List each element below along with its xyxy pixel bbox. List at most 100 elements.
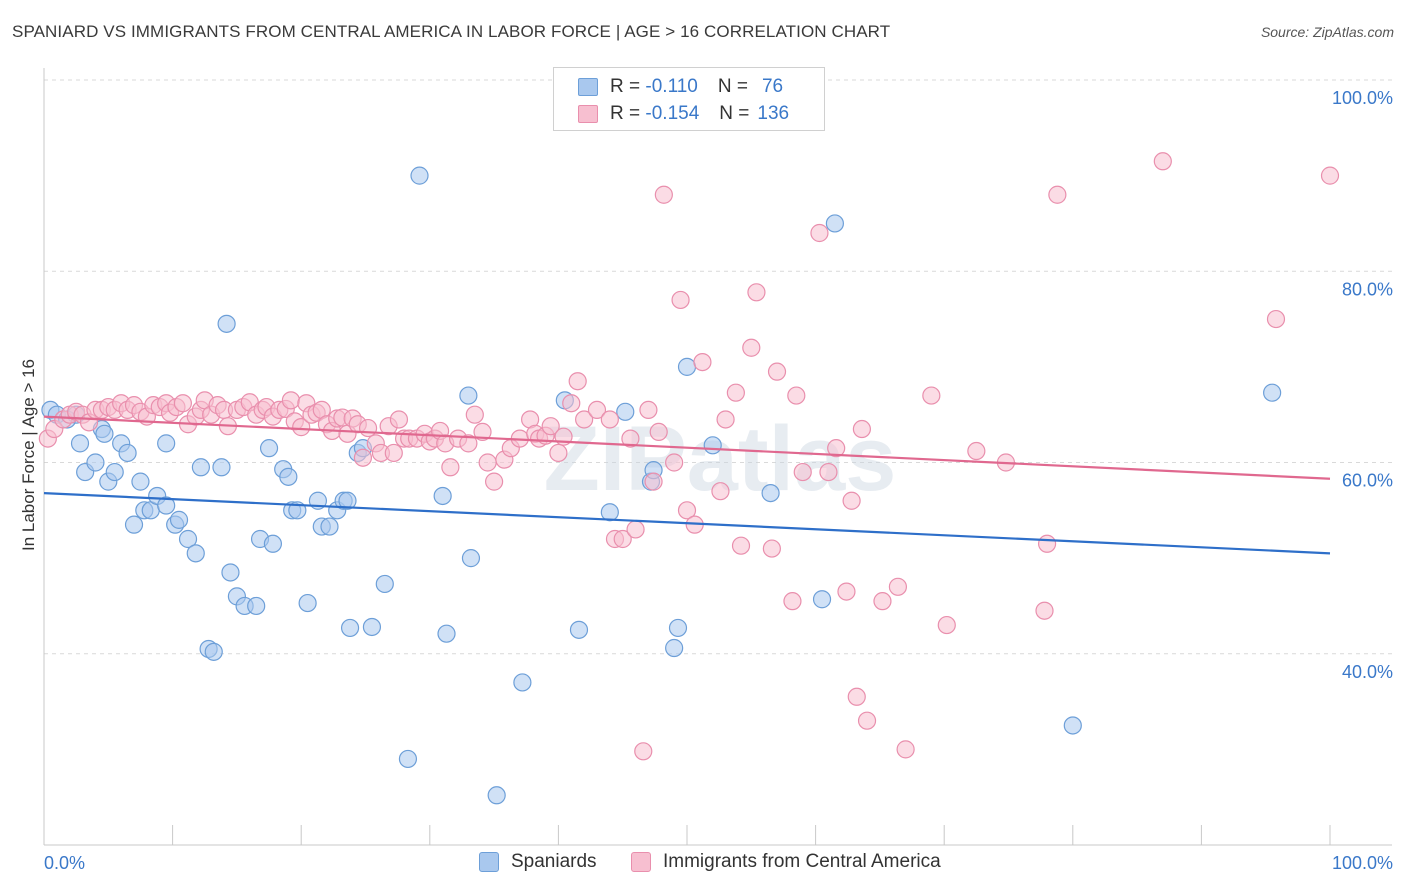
immigrant-point xyxy=(837,582,856,601)
spaniard-point xyxy=(338,491,357,510)
series-spaniards xyxy=(41,166,1282,805)
immigrant-point xyxy=(654,185,673,204)
r-label: R = xyxy=(610,103,641,124)
spaniard-point xyxy=(398,749,418,769)
r-value: -0.110 xyxy=(645,76,698,97)
immigrant-point xyxy=(621,429,640,448)
immigrant-point xyxy=(358,418,378,438)
n-label: N = xyxy=(717,76,748,97)
immigrant-point xyxy=(562,394,581,413)
y-tick-label: 80.0% xyxy=(1342,279,1393,299)
chart-title: SPANIARD VS IMMIGRANTS FROM CENTRAL AMER… xyxy=(12,22,891,41)
immigrant-point xyxy=(783,592,802,611)
spaniard-point xyxy=(410,166,429,185)
immigrant-point xyxy=(541,417,560,436)
immigrant-point xyxy=(459,434,478,453)
immigrant-point xyxy=(649,422,668,441)
spaniard-point xyxy=(86,453,105,472)
immigrant-point xyxy=(639,400,658,420)
spaniard-point xyxy=(513,673,532,692)
immigrant-point xyxy=(384,443,403,463)
trend-lines xyxy=(43,415,1331,555)
immigrant-point xyxy=(613,529,632,549)
immigrant-point xyxy=(819,462,838,482)
spaniard-point xyxy=(761,484,780,503)
immigrant-point xyxy=(693,352,712,372)
immigrant-point xyxy=(767,362,787,381)
immigrant-point xyxy=(353,448,373,467)
pink-swatch xyxy=(631,852,651,872)
immigrant-point xyxy=(747,283,766,302)
spaniard-point xyxy=(340,618,360,638)
spaniard-point xyxy=(825,214,844,233)
axes xyxy=(43,68,1392,846)
spaniard-point xyxy=(375,574,394,594)
spaniard-point xyxy=(279,467,298,486)
spaniard-point xyxy=(178,529,198,549)
blue-swatch xyxy=(479,852,499,872)
spaniard-point xyxy=(247,596,266,616)
spaniard-point xyxy=(212,458,231,477)
immigrant-point xyxy=(389,410,409,429)
immigrant-point xyxy=(473,422,492,441)
spaniard-point xyxy=(169,510,189,529)
spaniard-point xyxy=(600,503,619,522)
immigrant-point xyxy=(634,742,653,761)
immigrant-point xyxy=(873,592,892,611)
x-tick-label: 0.0% xyxy=(44,853,85,873)
stats-legend: R = -0.110 N = 76 R = -0.154 N = 136 xyxy=(553,67,825,131)
gridlines xyxy=(44,79,1392,655)
legend-item-immigrants[interactable]: Immigrants from Central America xyxy=(631,851,941,873)
immigrant-point xyxy=(888,577,908,596)
immigrant-point xyxy=(1048,185,1067,204)
y-tick-label: 100.0% xyxy=(1332,88,1393,108)
y-tick-label: 60.0% xyxy=(1342,471,1393,491)
spaniard-point xyxy=(677,357,697,376)
immigrant-point xyxy=(665,453,684,472)
immigrant-point xyxy=(485,472,504,491)
spaniard-point xyxy=(459,386,478,405)
stats-row-immigrants: R = -0.154 N = 136 xyxy=(578,102,789,126)
y-axis-label: In Labor Force | Age > 16 xyxy=(19,359,38,551)
y-tick-label: 40.0% xyxy=(1342,662,1393,682)
immigrant-point xyxy=(896,740,915,759)
r-value: -0.154 xyxy=(645,103,700,124)
spaniard-point xyxy=(1063,716,1082,735)
immigrant-point xyxy=(568,372,587,391)
spaniards-trend-line xyxy=(43,492,1331,555)
tick-labels: 40.0% 60.0% 80.0% 100.0% 0.0% 100.0% xyxy=(44,88,1393,873)
immigrant-point xyxy=(644,472,663,491)
immigrant-point xyxy=(549,443,568,463)
spaniard-point xyxy=(221,563,240,582)
spaniard-point xyxy=(70,434,90,453)
immigrant-point xyxy=(731,536,751,555)
spaniard-point xyxy=(812,590,832,609)
immigrant-point xyxy=(852,419,871,439)
spaniard-point xyxy=(433,486,452,506)
immigrant-point xyxy=(281,391,301,410)
immigrant-point xyxy=(1153,152,1172,171)
spaniard-point xyxy=(186,544,205,563)
blue-swatch xyxy=(578,78,598,96)
spaniard-point xyxy=(665,638,684,658)
r-label: R = xyxy=(610,76,641,97)
immigrant-point xyxy=(937,615,956,635)
spaniard-point xyxy=(217,314,236,333)
immigrant-point xyxy=(847,687,866,706)
spaniard-point xyxy=(131,472,150,491)
immigrant-point xyxy=(677,501,697,520)
immigrant-point xyxy=(600,410,619,429)
immigrant-point xyxy=(478,453,497,472)
spaniard-point xyxy=(1263,383,1282,402)
spaniard-point xyxy=(437,624,456,643)
n-label: N = xyxy=(719,103,750,124)
immigrants-trend-line xyxy=(43,415,1331,480)
immigrant-point xyxy=(173,394,192,413)
spaniard-point xyxy=(263,534,283,553)
immigrant-point xyxy=(787,386,806,405)
legend-item-spaniards[interactable]: Spaniards xyxy=(479,851,597,873)
x-tick-label: 100.0% xyxy=(1332,853,1393,873)
immigrant-point xyxy=(575,410,594,429)
spaniard-point xyxy=(95,424,114,443)
